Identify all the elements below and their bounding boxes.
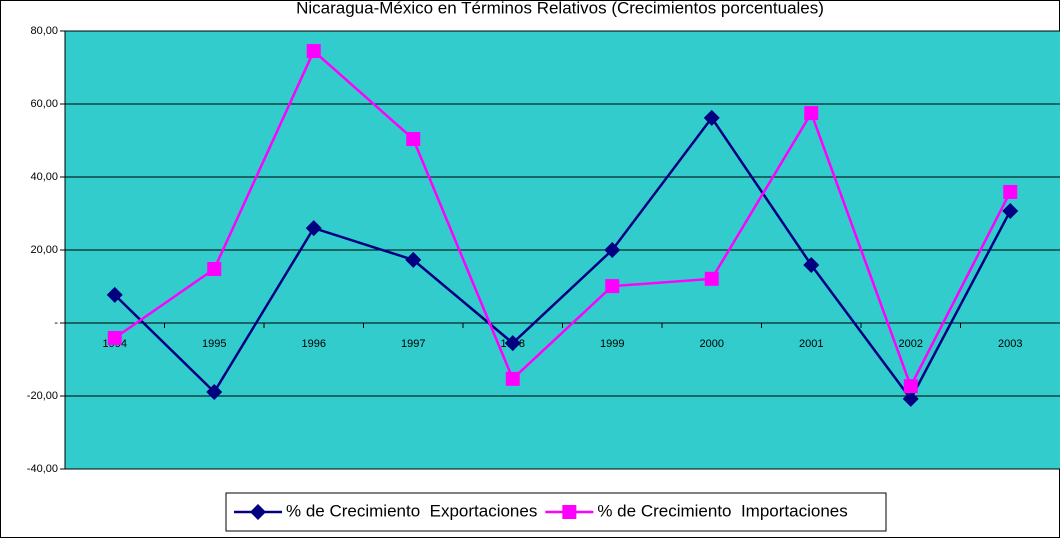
square-marker — [1003, 184, 1018, 199]
square-marker — [605, 279, 620, 294]
y-tick-label: -40,00 — [27, 463, 58, 475]
x-tick-label: 1999 — [600, 338, 624, 350]
legend-label: % de Crecimiento Importaciones — [597, 501, 847, 520]
legend: % de Crecimiento Exportaciones % de Creci… — [225, 492, 887, 532]
legend-label: % de Crecimiento Exportaciones — [286, 501, 537, 520]
square-marker — [903, 379, 918, 394]
square-marker — [306, 44, 321, 59]
x-tick-label: 2000 — [700, 338, 724, 350]
diamond-marker — [206, 383, 223, 400]
x-tick-label: 2003 — [998, 338, 1022, 350]
diamond-marker — [106, 286, 123, 303]
diamond-marker — [305, 220, 322, 237]
square-marker — [107, 330, 122, 345]
y-tick-label: - — [54, 317, 58, 329]
y-tick-label: 60,00 — [30, 98, 58, 110]
square-marker — [505, 371, 520, 386]
square-marker — [562, 505, 577, 519]
square-marker — [207, 261, 222, 276]
x-tick-label: 2002 — [899, 338, 923, 350]
square-marker — [704, 271, 719, 286]
diamond-marker — [902, 390, 919, 407]
diamond-marker — [803, 256, 820, 273]
diamond-marker — [1002, 202, 1019, 219]
diamond-marker — [604, 242, 621, 258]
square-marker — [804, 106, 819, 121]
x-tick-label: 2001 — [799, 338, 823, 350]
y-tick-label: 40,00 — [30, 171, 58, 183]
series-line — [113, 115, 1012, 402]
x-tick-label: 1996 — [302, 338, 326, 350]
x-tick-label: 1995 — [202, 338, 226, 350]
y-tick-label: 80,00 — [30, 25, 58, 37]
diamond-marker — [703, 109, 720, 126]
x-tick-label: 1997 — [401, 338, 425, 350]
chart-title: Nicaragua-México en Términos Relativos (… — [296, 0, 824, 17]
diamond-marker — [250, 504, 266, 520]
y-tick-label: -20,00 — [27, 390, 58, 402]
series-line — [114, 49, 1012, 390]
square-marker — [406, 132, 421, 147]
diamond-marker — [504, 335, 521, 352]
diamond-marker — [405, 251, 422, 268]
y-tick-label: 20,00 — [30, 244, 58, 256]
